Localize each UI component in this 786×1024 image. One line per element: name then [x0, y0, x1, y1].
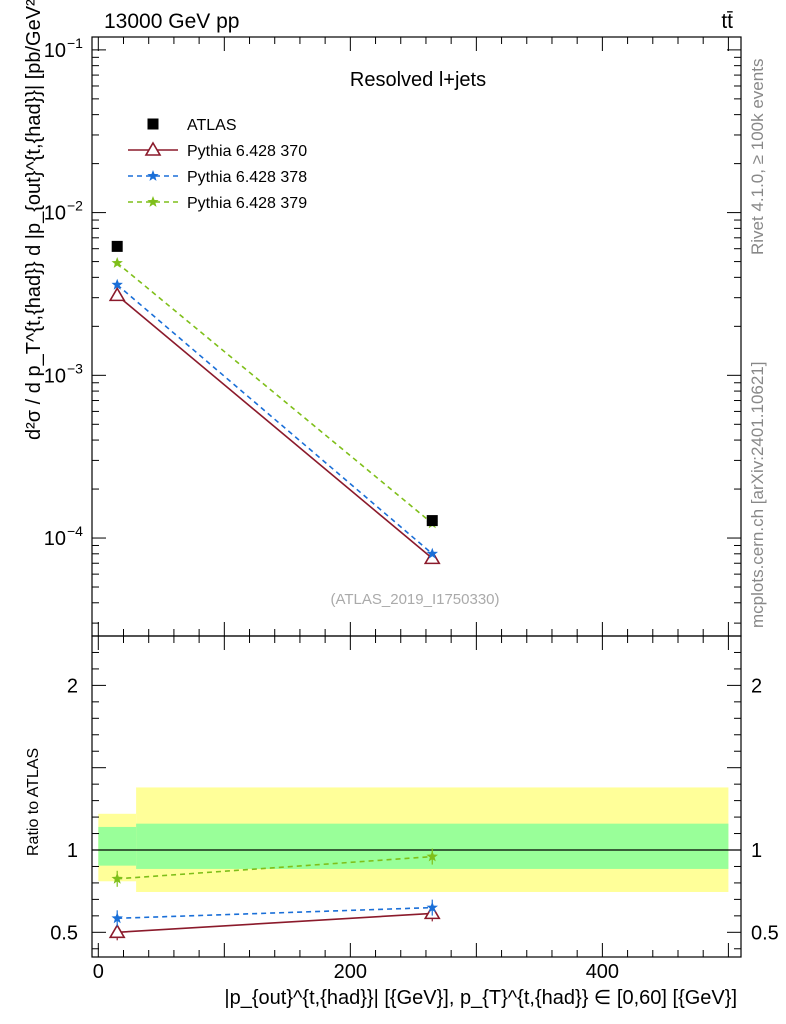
- data-point-star: [111, 257, 123, 268]
- ratio-frame: [91, 635, 742, 958]
- y-tick-label: 10: [44, 365, 66, 387]
- y-tick-label: 10: [44, 203, 66, 225]
- y-tick-label: 0.5: [751, 922, 779, 944]
- energy-label: 13000 GeV pp: [104, 10, 239, 33]
- data-point-star: [147, 196, 159, 207]
- x-tick-label: 400: [586, 961, 619, 983]
- data-point-triangle: [108, 923, 126, 939]
- y-tick-exponent: −1: [67, 35, 83, 51]
- y-tick-label: 10: [44, 528, 66, 550]
- data-point-star: [111, 278, 123, 290]
- mcplots-label: mcplots.cern.ch [arXiv:2401.10621]: [748, 362, 767, 628]
- legend: ATLAS Pythia 6.428 370 Pythia 6.428 378 Pyt…: [128, 117, 307, 212]
- y-tick-label: 2: [751, 675, 762, 697]
- series-line: [116, 284, 433, 555]
- main-panel: 10−110−210−310−4 Resolved l+jets (ATLAS_…: [44, 35, 742, 637]
- data-point-star: [111, 912, 123, 924]
- data-point-star: [426, 901, 438, 913]
- ratio-ylabel: Ratio to ATLAS: [25, 748, 42, 856]
- xlabel: |p_{out}^{t,{had}}| [{GeV}], p_{T}^{t,{h…: [224, 987, 737, 1009]
- main-ylabel: d²σ / d p_T^{t,{had}} d |p_{out}^{t,{had…: [23, 0, 45, 440]
- main-title: Resolved l+jets: [350, 69, 486, 91]
- y-tick-exponent: −2: [67, 198, 83, 214]
- ratio-panel: 0 200 400 0.5 0.5 1 1 2 2: [50, 635, 779, 983]
- data-point-triangle: [144, 141, 162, 156]
- series-line: [117, 906, 433, 920]
- data-point-star: [111, 872, 123, 884]
- series-line: [116, 294, 433, 560]
- data-point-atlas: [111, 240, 123, 252]
- series-line: [116, 262, 433, 525]
- y-tick-label: 10: [44, 40, 66, 62]
- x-tick-label: 200: [334, 961, 367, 983]
- x-tick-label: 0: [93, 961, 104, 983]
- stat-uncertainty-band: [98, 826, 137, 866]
- data-point-atlas: [147, 118, 159, 130]
- legend-label: Pythia 6.428 378: [187, 169, 307, 186]
- legend-label: ATLAS: [187, 117, 237, 134]
- legend-label: Pythia 6.428 370: [187, 143, 307, 160]
- data-point-triangle: [108, 286, 126, 302]
- data-point-star: [426, 850, 438, 862]
- y-tick-label: 2: [67, 675, 78, 697]
- data-point-atlas: [426, 515, 438, 527]
- data-point-triangle: [423, 549, 441, 565]
- data-point-star: [147, 170, 159, 181]
- y-tick-exponent: −3: [67, 360, 83, 376]
- y-tick-label: 1: [751, 840, 762, 862]
- y-tick-label: 1: [67, 840, 78, 862]
- data-point-star: [426, 547, 438, 559]
- process-label: tt̄: [721, 10, 733, 33]
- y-tick-label: 0.5: [50, 922, 78, 944]
- rivet-label: Rivet 4.1.0, ≥ 100k events: [748, 59, 767, 255]
- series-line: [117, 912, 433, 934]
- watermark: (ATLAS_2019_I1750330): [330, 591, 499, 608]
- y-tick-exponent: −4: [67, 523, 83, 539]
- legend-label: Pythia 6.428 379: [187, 195, 307, 212]
- series-line: [117, 855, 433, 880]
